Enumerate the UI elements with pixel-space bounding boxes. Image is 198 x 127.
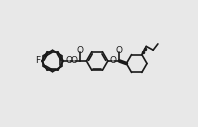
Text: O: O: [70, 57, 77, 66]
Text: O: O: [65, 57, 72, 66]
Text: O: O: [76, 46, 83, 55]
Text: O: O: [110, 57, 117, 66]
Text: F: F: [35, 57, 40, 66]
Text: O: O: [116, 46, 123, 55]
